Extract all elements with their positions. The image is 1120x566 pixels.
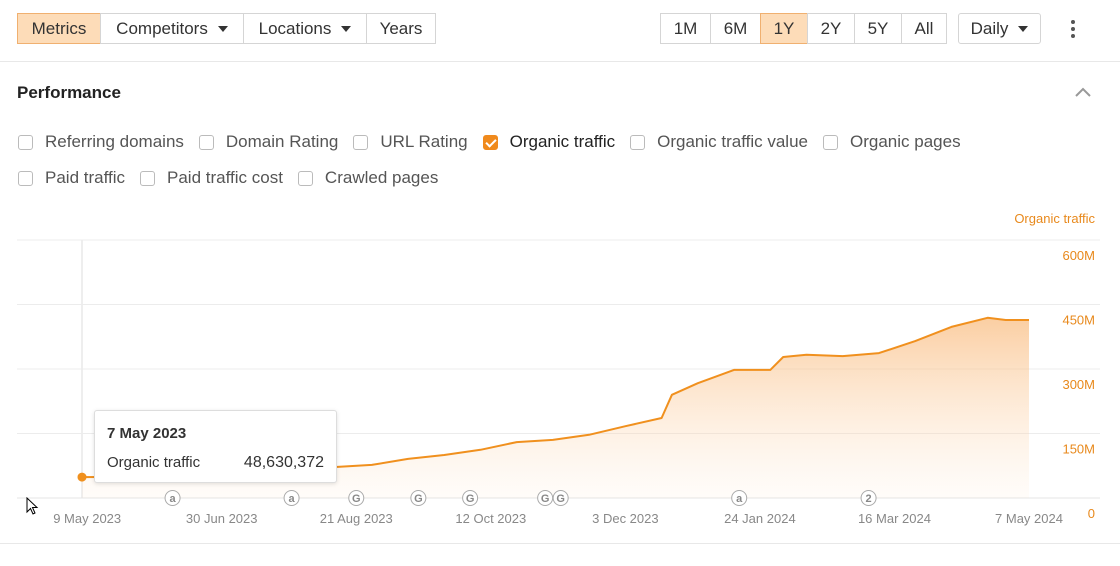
x-tick-label: 21 Aug 2023 <box>320 511 393 526</box>
section-title: Performance <box>17 83 121 102</box>
tab-button[interactable]: Locations <box>243 13 367 44</box>
checkbox[interactable] <box>198 134 214 150</box>
event-label: G <box>352 493 361 505</box>
metric-checkbox[interactable]: Paid traffic <box>18 168 125 188</box>
event-label: 2 <box>866 493 872 505</box>
event-label: a <box>289 493 296 505</box>
metric-checkbox[interactable]: Crawled pages <box>297 168 439 188</box>
caret <box>217 25 228 32</box>
event-label: a <box>169 493 176 505</box>
range-label: 1M <box>673 18 698 38</box>
event-marker <box>410 490 427 506</box>
more-menu[interactable] <box>1066 18 1080 40</box>
event-label: a <box>736 493 743 505</box>
range-button[interactable]: 5Y <box>854 13 902 44</box>
x-tick-label: 12 Oct 2023 <box>455 511 526 526</box>
event-marker <box>552 490 569 506</box>
range-label: 1Y <box>773 18 795 38</box>
y-tick-label: 450M <box>1062 313 1095 328</box>
hover-point <box>77 472 87 482</box>
checkbox-label: Organic traffic value <box>657 132 808 151</box>
checkbox-label: URL Rating <box>380 132 468 151</box>
event-marker <box>537 490 554 506</box>
x-tick-label: 9 May 2023 <box>53 511 121 526</box>
tab-button[interactable]: Metrics <box>17 13 101 44</box>
metric-checkbox[interactable]: Organic pages <box>823 132 961 152</box>
metric-checkbox[interactable]: Referring domains <box>18 132 184 152</box>
metric-checkbox[interactable]: Domain Rating <box>198 132 339 152</box>
checkbox-label: Paid traffic <box>45 168 126 187</box>
tooltip-date: 7 May 2023 <box>107 425 187 442</box>
checkbox-label: Domain Rating <box>225 132 339 151</box>
range-button[interactable]: 1M <box>660 13 711 44</box>
range-button[interactable]: All <box>901 13 947 44</box>
tab-button[interactable]: Competitors <box>100 13 244 44</box>
checkbox[interactable] <box>140 170 156 186</box>
range-label: 6M <box>723 18 748 38</box>
y-tick-label: 600M <box>1062 248 1095 263</box>
tab-label: Locations <box>258 18 332 38</box>
event-marker <box>283 490 300 506</box>
event-label: G <box>466 493 475 505</box>
metric-checkbox[interactable]: Organic traffic <box>482 132 616 152</box>
checkbox[interactable] <box>297 170 313 186</box>
range-button[interactable]: 2Y <box>807 13 855 44</box>
tooltip-series: Organic traffic <box>107 454 201 471</box>
tooltip-value: 48,630,372 <box>243 454 324 471</box>
checkbox-label: Paid traffic cost <box>167 168 283 187</box>
range-label: All <box>914 18 934 38</box>
x-tick-label: 3 Dec 2023 <box>592 511 659 526</box>
checkbox[interactable] <box>823 134 838 150</box>
metric-checkbox[interactable]: URL Rating <box>353 132 468 152</box>
x-tick-label: 16 Mar 2024 <box>858 511 931 526</box>
checkbox-label: Organic pages <box>850 132 961 151</box>
metric-checkbox[interactable]: Organic traffic value <box>630 132 808 152</box>
checkbox-label: Crawled pages <box>324 168 439 187</box>
cursor <box>26 497 39 515</box>
x-tick-label: 24 Jan 2024 <box>724 511 796 526</box>
tab-label: Metrics <box>31 18 87 38</box>
interval-label: Daily <box>970 18 1009 38</box>
event-label: G <box>556 493 565 505</box>
checkbox[interactable] <box>18 134 33 150</box>
divider <box>0 61 1120 62</box>
caret <box>341 25 352 32</box>
event-marker <box>731 490 748 506</box>
event-label: G <box>541 493 550 505</box>
caret <box>1018 25 1029 32</box>
interval-dropdown[interactable]: Daily <box>958 13 1041 44</box>
event-marker <box>348 490 365 506</box>
checkbox-label: Referring domains <box>45 132 184 151</box>
tooltip: 7 May 2023 Organic traffic 48,630,372 <box>94 410 337 483</box>
checkbox[interactable] <box>630 134 646 150</box>
checkbox-label: Organic traffic <box>509 132 616 151</box>
checkbox[interactable] <box>482 134 498 150</box>
event-label: G <box>414 493 423 505</box>
x-tick-label: 30 Jun 2023 <box>186 511 258 526</box>
collapse-chevron[interactable] <box>1074 86 1092 98</box>
bottom-divider <box>0 543 1120 544</box>
metric-checkbox[interactable]: Paid traffic cost <box>140 168 283 188</box>
area <box>82 317 1029 498</box>
event-marker <box>860 490 877 506</box>
range-label: 2Y <box>820 18 842 38</box>
metric-row: Paid traffic Paid traffic cost Crawled pag… <box>18 168 438 188</box>
metric-row: Referring domains Domain Rating URL Rating… <box>18 132 961 152</box>
y-axis-label: Organic traffic <box>1014 211 1095 226</box>
range-button[interactable]: 6M <box>710 13 761 44</box>
event-marker <box>462 490 479 506</box>
tab-label: Competitors <box>116 18 208 38</box>
event-marker <box>164 490 181 506</box>
range-button[interactable]: 1Y <box>760 13 808 44</box>
y-tick-label: 0 <box>1088 506 1095 521</box>
tab-label: Years <box>379 18 423 38</box>
range-label: 5Y <box>867 18 889 38</box>
y-tick-label: 300M <box>1062 377 1095 392</box>
checkbox[interactable] <box>353 134 369 150</box>
checkbox[interactable] <box>18 170 33 186</box>
tab-button[interactable]: Years <box>366 13 436 44</box>
x-tick-label: 7 May 2024 <box>995 511 1063 526</box>
y-tick-label: 150M <box>1062 442 1095 457</box>
